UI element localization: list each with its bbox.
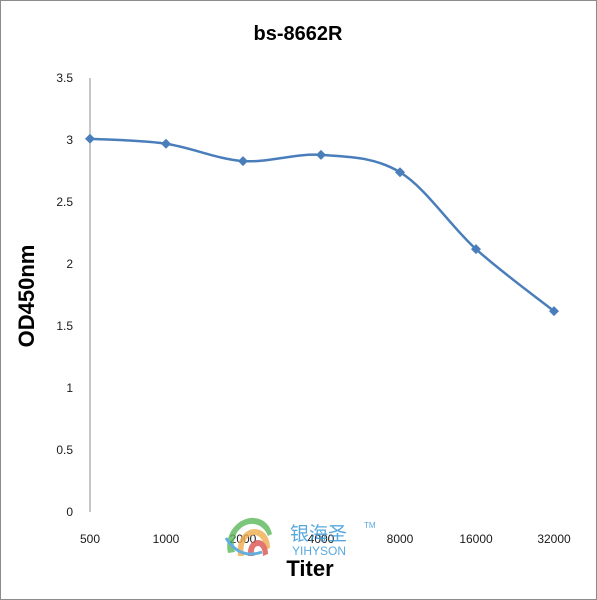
y-tick-label: 0.5 xyxy=(56,443,73,457)
watermark: 银海圣 TM YIHYSON xyxy=(224,517,376,558)
y-tick-label: 1 xyxy=(66,381,73,395)
x-axis-label: Titer xyxy=(286,556,334,581)
data-point-marker xyxy=(161,138,171,149)
y-tick-label: 0 xyxy=(66,505,73,519)
data-point-marker xyxy=(85,133,95,144)
watermark-logo-icon xyxy=(224,517,272,556)
x-tick-label: 500 xyxy=(80,532,100,546)
data-point-marker xyxy=(549,306,559,317)
y-axis-label: OD450nm xyxy=(14,245,39,348)
y-tick-labels: 0 0.5 1 1.5 2 2.5 3 3.5 xyxy=(56,71,73,519)
chart-title: bs-8662R xyxy=(254,23,343,45)
x-tick-label: 1000 xyxy=(153,532,180,546)
y-tick-label: 3 xyxy=(66,133,73,147)
x-tick-label: 8000 xyxy=(387,532,414,546)
y-tick-label: 2 xyxy=(66,257,73,271)
watermark-chinese-text: 银海圣 xyxy=(290,523,347,545)
y-tick-label: 2.5 xyxy=(56,195,73,209)
data-point-marker xyxy=(471,244,481,255)
x-tick-label: 4000 xyxy=(308,532,335,546)
y-tick-label: 3.5 xyxy=(56,71,73,85)
data-point-marker xyxy=(316,149,326,160)
y-tick-label: 1.5 xyxy=(56,319,73,333)
series-markers xyxy=(85,133,559,317)
data-point-marker xyxy=(238,156,248,167)
watermark-english-text: YIHYSON xyxy=(292,544,346,558)
x-tick-label: 32000 xyxy=(537,532,571,546)
data-point-marker xyxy=(395,167,405,178)
series-line xyxy=(89,137,555,313)
x-tick-label: 16000 xyxy=(459,532,493,546)
watermark-tm-text: TM xyxy=(364,521,376,530)
x-tick-labels: 50010002000400080001600032000 xyxy=(80,532,571,546)
